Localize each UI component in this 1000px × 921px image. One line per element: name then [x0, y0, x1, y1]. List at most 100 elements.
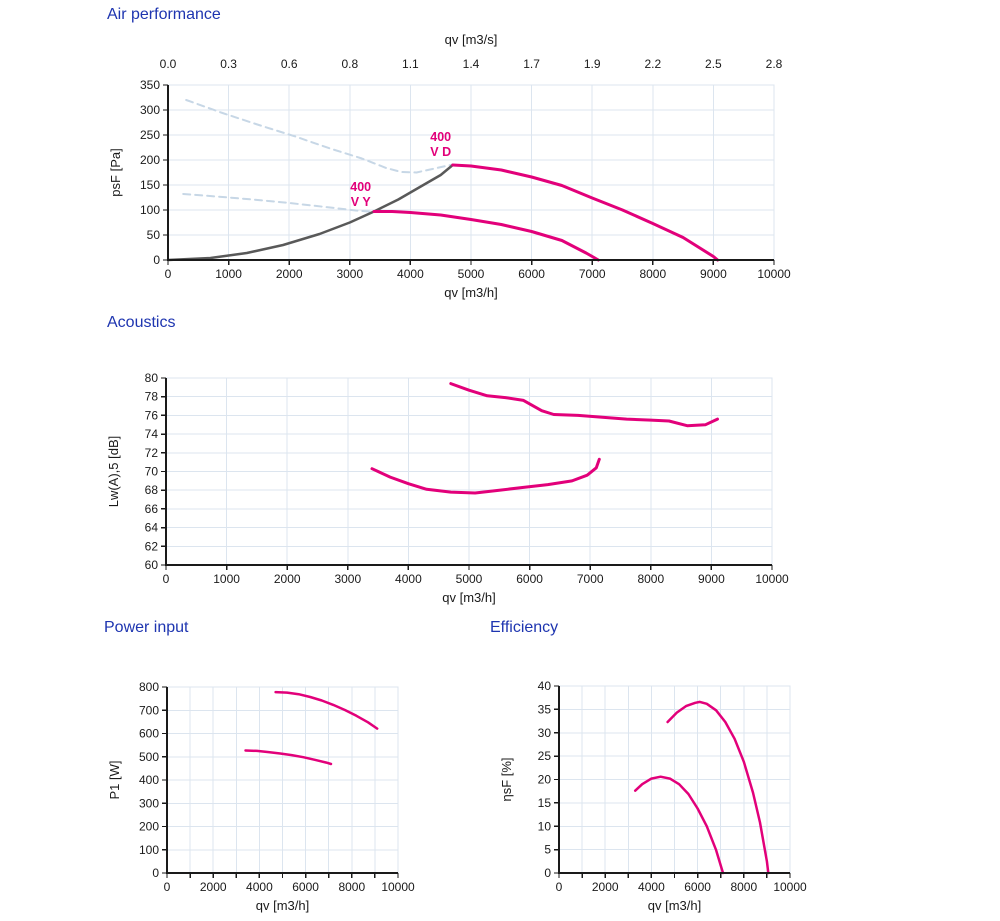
air-performance-x-axis-label: qv [m3/h] [444, 285, 497, 300]
tick-label: 5000 [458, 267, 485, 281]
tick-label: 2000 [200, 880, 227, 894]
tick-label: 0.3 [220, 57, 237, 71]
tick-label: 2.2 [644, 57, 661, 71]
tick-label: 35 [538, 702, 552, 716]
air-performance-annotation-0-line-1: V D [430, 145, 451, 159]
tick-label: 0.6 [281, 57, 298, 71]
power-input-x-axis-label: qv [m3/h] [256, 898, 309, 913]
power-input-series-400-vd-power [274, 690, 379, 730]
tick-label: 40 [538, 679, 552, 693]
air-performance-chart: 0 50 100 150 200 250 300 350 0 1000 2000 3000 4000 50… [108, 32, 791, 300]
tick-label: 2000 [592, 880, 619, 894]
tick-label: 64 [145, 521, 159, 535]
power-input-gridlines [167, 687, 399, 873]
tick-label: 5 [544, 843, 551, 857]
tick-label: 74 [145, 427, 159, 441]
tick-label: 50 [147, 228, 161, 242]
tick-label: 8000 [730, 880, 757, 894]
tick-label: 100 [140, 203, 160, 217]
power-input-tick-marks [162, 686, 399, 878]
tick-label: 9000 [698, 572, 725, 586]
tick-label: 10000 [757, 267, 791, 281]
tick-label: 7000 [577, 572, 604, 586]
tick-label: 0.0 [160, 57, 177, 71]
tick-label: 10000 [381, 880, 415, 894]
tick-label: 72 [145, 446, 159, 460]
tick-label: 25 [538, 749, 552, 763]
tick-label: 100 [139, 843, 159, 857]
efficiency-series-400-vd-efficiency [666, 700, 770, 875]
tick-label: 80 [145, 371, 159, 385]
tick-label: 0 [556, 880, 563, 894]
tick-label: 3000 [334, 572, 361, 586]
acoustics-chart: 60 62 64 66 68 70 72 74 76 78 80 0 1000 2000 3000 4000 5… [106, 371, 789, 605]
efficiency-tick-marks [554, 685, 791, 878]
tick-label: 200 [139, 820, 159, 834]
acoustics-series-400-vd-noise [449, 382, 719, 428]
acoustics-gridlines [166, 378, 773, 565]
tick-label: 250 [140, 128, 160, 142]
tick-label: 600 [139, 727, 159, 741]
air-performance-annotation-1-line-0: 400 [350, 180, 371, 194]
air-performance-x-axis-top-label: qv [m3/s] [445, 32, 498, 47]
tick-label: 300 [139, 796, 159, 810]
tick-label: 78 [145, 390, 159, 404]
air-performance-annotation-1-line-1: V Y [351, 195, 372, 209]
tick-label: 10000 [755, 572, 789, 586]
tick-label: 60 [145, 558, 159, 572]
efficiency-title: Efficiency [490, 619, 559, 636]
tick-label: 8000 [637, 572, 664, 586]
tick-label: 4000 [395, 572, 422, 586]
efficiency-x-axis-label: qv [m3/h] [648, 898, 701, 913]
tick-label: 3000 [336, 267, 363, 281]
tick-label: 5000 [456, 572, 483, 586]
tick-label: 500 [139, 750, 159, 764]
tick-label: 6000 [518, 267, 545, 281]
acoustics-y-axis-label: Lw(A),5 [dB] [106, 436, 121, 508]
tick-label: 1000 [215, 267, 242, 281]
tick-label: 10000 [773, 880, 807, 894]
acoustics-title: Acoustics [107, 314, 176, 331]
tick-label: 700 [139, 703, 159, 717]
acoustics-x-axis-label: qv [m3/h] [442, 590, 495, 605]
tick-label: 0.8 [341, 57, 358, 71]
power-input-series-400-vy-power [244, 749, 333, 766]
tick-label: 0 [165, 267, 172, 281]
tick-label: 7000 [579, 267, 606, 281]
tick-label: 2.8 [766, 57, 783, 71]
tick-label: 68 [145, 483, 159, 497]
tick-label: 2.5 [705, 57, 722, 71]
efficiency-chart: 0 5 10 15 20 25 30 35 40 0 2000 4000 6000 8000 10000 qv… [499, 679, 807, 913]
tick-label: 1000 [213, 572, 240, 586]
tick-label: 20 [538, 773, 552, 787]
air-performance-series-vy-max-limit [182, 193, 375, 213]
tick-label: 62 [145, 539, 159, 553]
air-performance-y-axis-label: psF [Pa] [108, 148, 123, 196]
tick-label: 9000 [700, 267, 727, 281]
tick-label: 8000 [338, 880, 365, 894]
tick-label: 76 [145, 408, 159, 422]
tick-label: 1.4 [463, 57, 480, 71]
acoustics-tick-marks [161, 377, 773, 570]
tick-label: 150 [140, 178, 160, 192]
tick-label: 350 [140, 78, 160, 92]
tick-label: 6000 [292, 880, 319, 894]
air-performance-title: Air performance [107, 6, 221, 23]
power-input-y-axis-label: P1 [W] [107, 760, 122, 799]
tick-label: 1.7 [523, 57, 540, 71]
tick-label: 300 [140, 103, 160, 117]
tick-label: 400 [139, 773, 159, 787]
air-performance-tick-marks [163, 84, 775, 265]
tick-label: 70 [145, 465, 159, 479]
tick-label: 0 [153, 253, 160, 267]
tick-label: 0 [164, 880, 171, 894]
air-performance-annotation-0-line-0: 400 [430, 130, 451, 144]
tick-label: 4000 [397, 267, 424, 281]
power-input-title: Power input [104, 619, 189, 636]
tick-label: 66 [145, 502, 159, 516]
tick-label: 30 [538, 726, 552, 740]
air-performance-series-vd-max-limit [185, 99, 454, 174]
